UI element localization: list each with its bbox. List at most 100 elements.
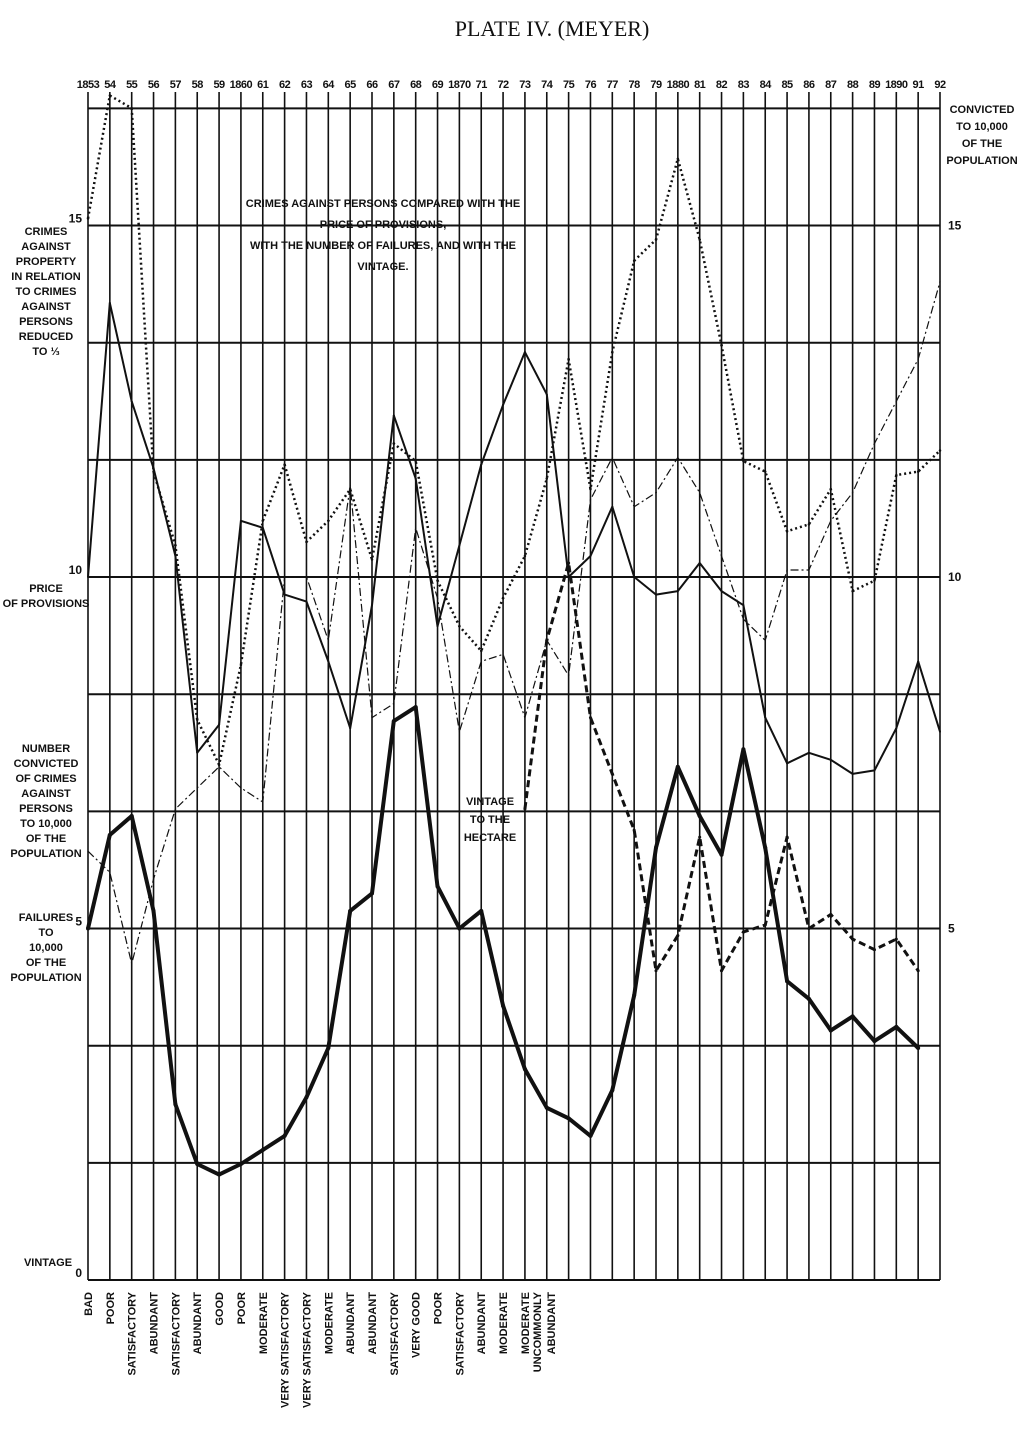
data-point [261,526,264,529]
data-point [545,638,549,642]
x-tick-label: 82 [716,79,728,91]
x-tick-label: 71 [476,79,488,91]
data-point [808,569,810,571]
x-tick-label: 58 [192,79,204,91]
data-point [218,766,220,768]
data-point [633,576,636,579]
data-point [741,930,745,934]
data-point [611,456,613,459]
data-point [917,358,919,360]
data-point [611,350,614,354]
vintage-label: GOOD [214,1292,226,1326]
data-point [240,787,242,789]
data-point [502,403,505,406]
vintage-label: VERY SATISFACTORY [280,1291,292,1408]
data-point [851,772,854,775]
data-point [524,717,526,719]
data-point [305,540,308,544]
data-point [523,554,527,558]
data-point [632,993,637,998]
data-point [523,807,527,811]
data-point [872,948,876,952]
data-point [130,106,133,110]
data-point [174,808,176,810]
data-point [589,499,592,501]
data-point [852,492,854,494]
data-point [785,530,789,533]
vintage-label: BAD [83,1292,95,1316]
data-point [479,649,483,653]
x-tick-label: 81 [694,79,706,91]
y2-tick-label: 10 [948,570,962,584]
x-tick-label: 76 [585,79,597,91]
data-point [872,1038,877,1043]
data-point [677,456,679,459]
data-point [238,1162,243,1167]
data-point [545,477,549,480]
data-point [195,1162,200,1167]
data-point [391,719,396,724]
data-point [654,845,658,850]
series-label: FAILURES TO 10,000 OF THE POPULATION [10,912,81,984]
x-tick-label: 79 [650,79,662,91]
data-point [654,969,658,973]
data-point [370,558,374,561]
data-point [676,934,680,938]
data-point [655,593,657,596]
x-tick-label: 72 [497,79,509,91]
x-tick-label: 56 [148,79,160,91]
data-point [349,485,351,487]
data-point [763,470,767,473]
x-axis-label: VINTAGE [24,1257,72,1269]
data-point [588,1133,593,1138]
data-point [675,764,680,769]
y2-tick-label: 15 [948,219,962,233]
data-point [632,828,636,832]
data-point [479,908,484,913]
y2-tick-label: 5 [948,922,955,936]
data-point [305,576,308,578]
data-point [764,716,767,719]
data-point [152,878,155,880]
data-point [589,554,592,557]
data-point [851,589,854,593]
data-point [894,937,898,941]
data-point [501,596,505,600]
data-point [87,850,89,852]
data-point [545,393,548,396]
data-point [720,590,723,593]
data-point [86,926,90,931]
data-point [217,763,221,766]
data-point [414,477,417,480]
data-point [457,926,462,931]
vintage-label: ABUNDANT [345,1292,357,1355]
x-tick-label: 62 [279,79,291,91]
y-tick-label: 5 [75,915,82,929]
data-point [720,969,724,973]
data-point [655,492,657,494]
data-point [458,544,461,547]
x-tick-label: 86 [803,79,815,91]
data-point [873,579,876,582]
data-point [523,351,526,354]
chart-title: PLATE IV. (MEYER) [455,16,650,41]
vintage-label: POOR [236,1292,248,1324]
data-point [327,660,330,663]
data-point [873,769,876,772]
data-point [785,979,790,984]
vintage-label: SATISFACTORY [389,1291,401,1375]
x-tick-label: 87 [825,79,837,91]
data-point [829,758,832,761]
data-point [786,569,788,571]
data-point [217,1172,222,1177]
vintage-label: SATISFACTORY [127,1291,139,1375]
x-tick-label: 85 [781,79,793,91]
data-point [850,1014,855,1019]
x-tick-label: 91 [913,79,925,91]
data-point [174,544,177,547]
x-tick-label: 64 [323,79,336,91]
data-point [873,442,876,445]
data-point [435,884,440,889]
series-line [87,281,941,965]
